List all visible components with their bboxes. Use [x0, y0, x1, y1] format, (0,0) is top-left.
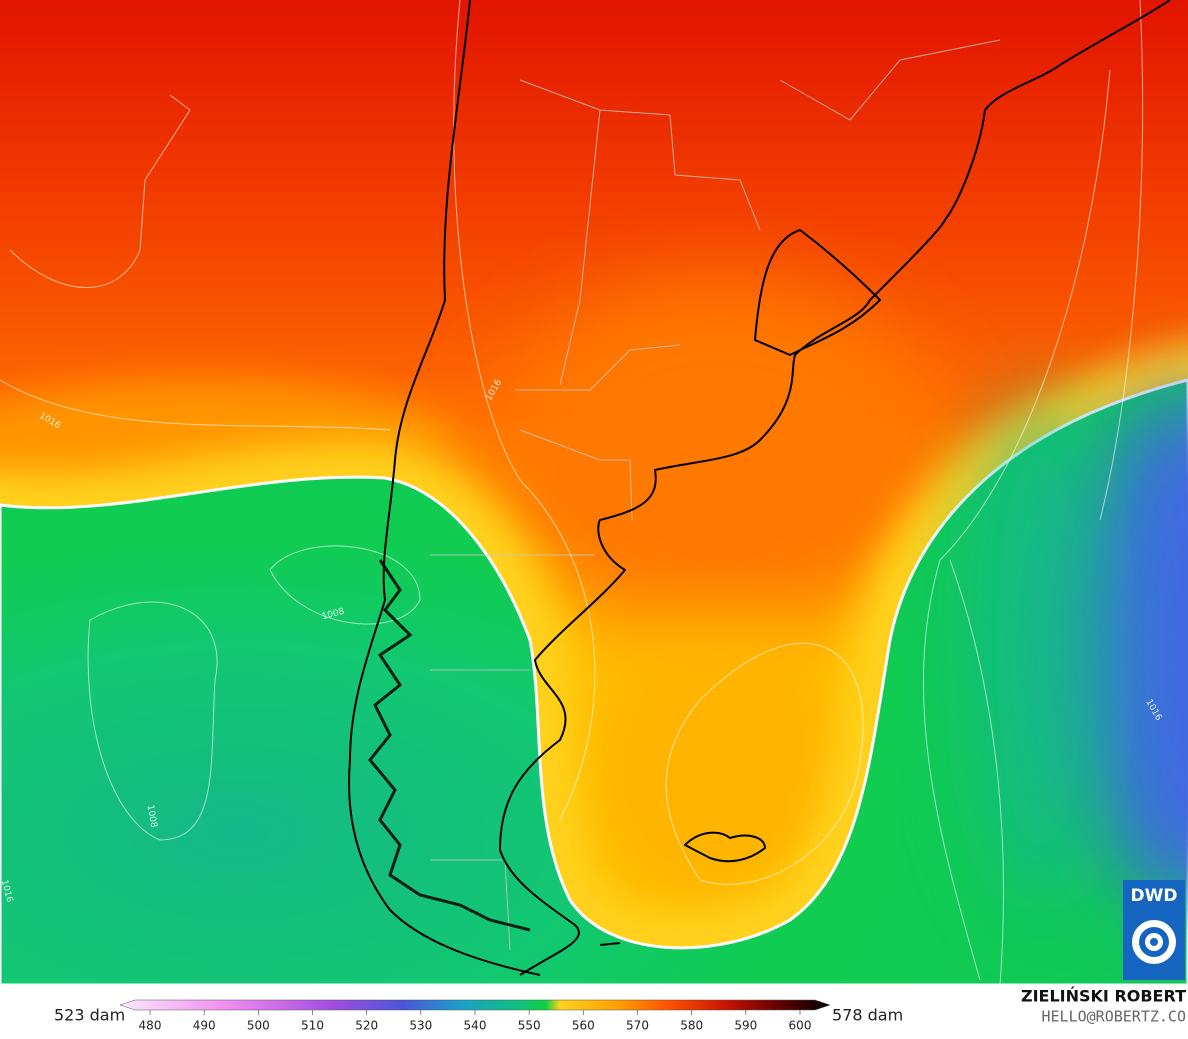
map-area: 1016 1008 1008 1016 1016 1016 DWD — [0, 0, 1188, 985]
legend-tick-label: 540 — [464, 1019, 487, 1033]
legend-min: 523 dam — [54, 1006, 125, 1025]
legend-tick-label: 600 — [789, 1019, 812, 1033]
color-legend: 523 dam 578 dam 480 490 500 510 520 530 540 550… — [54, 999, 903, 1033]
legend-tick-label: 500 — [247, 1019, 270, 1033]
legend-tick-label: 570 — [626, 1019, 649, 1033]
contour-label: 1016 — [0, 879, 14, 904]
legend-tick-label: 490 — [193, 1019, 216, 1033]
author-email: HELLO@ROBERTZ.CO — [1042, 1008, 1187, 1026]
contour-label: 1008 — [145, 804, 159, 829]
legend-tick-label: 520 — [355, 1019, 378, 1033]
legend-tick-label: 580 — [680, 1019, 703, 1033]
legend-tick-label: 560 — [572, 1019, 595, 1033]
legend-tick-label: 480 — [139, 1019, 162, 1033]
legend-max: 578 dam — [832, 1006, 903, 1025]
legend-tick-label: 590 — [734, 1019, 757, 1033]
author-name: ZIELIŃSKI ROBERT — [1021, 987, 1186, 1006]
logo-text: DWD — [1131, 886, 1178, 906]
legend-tick-label: 530 — [409, 1019, 432, 1033]
legend-tick-label: 550 — [518, 1019, 541, 1033]
legend-tick-label: 510 — [301, 1019, 324, 1033]
logo: DWD — [1123, 880, 1185, 980]
